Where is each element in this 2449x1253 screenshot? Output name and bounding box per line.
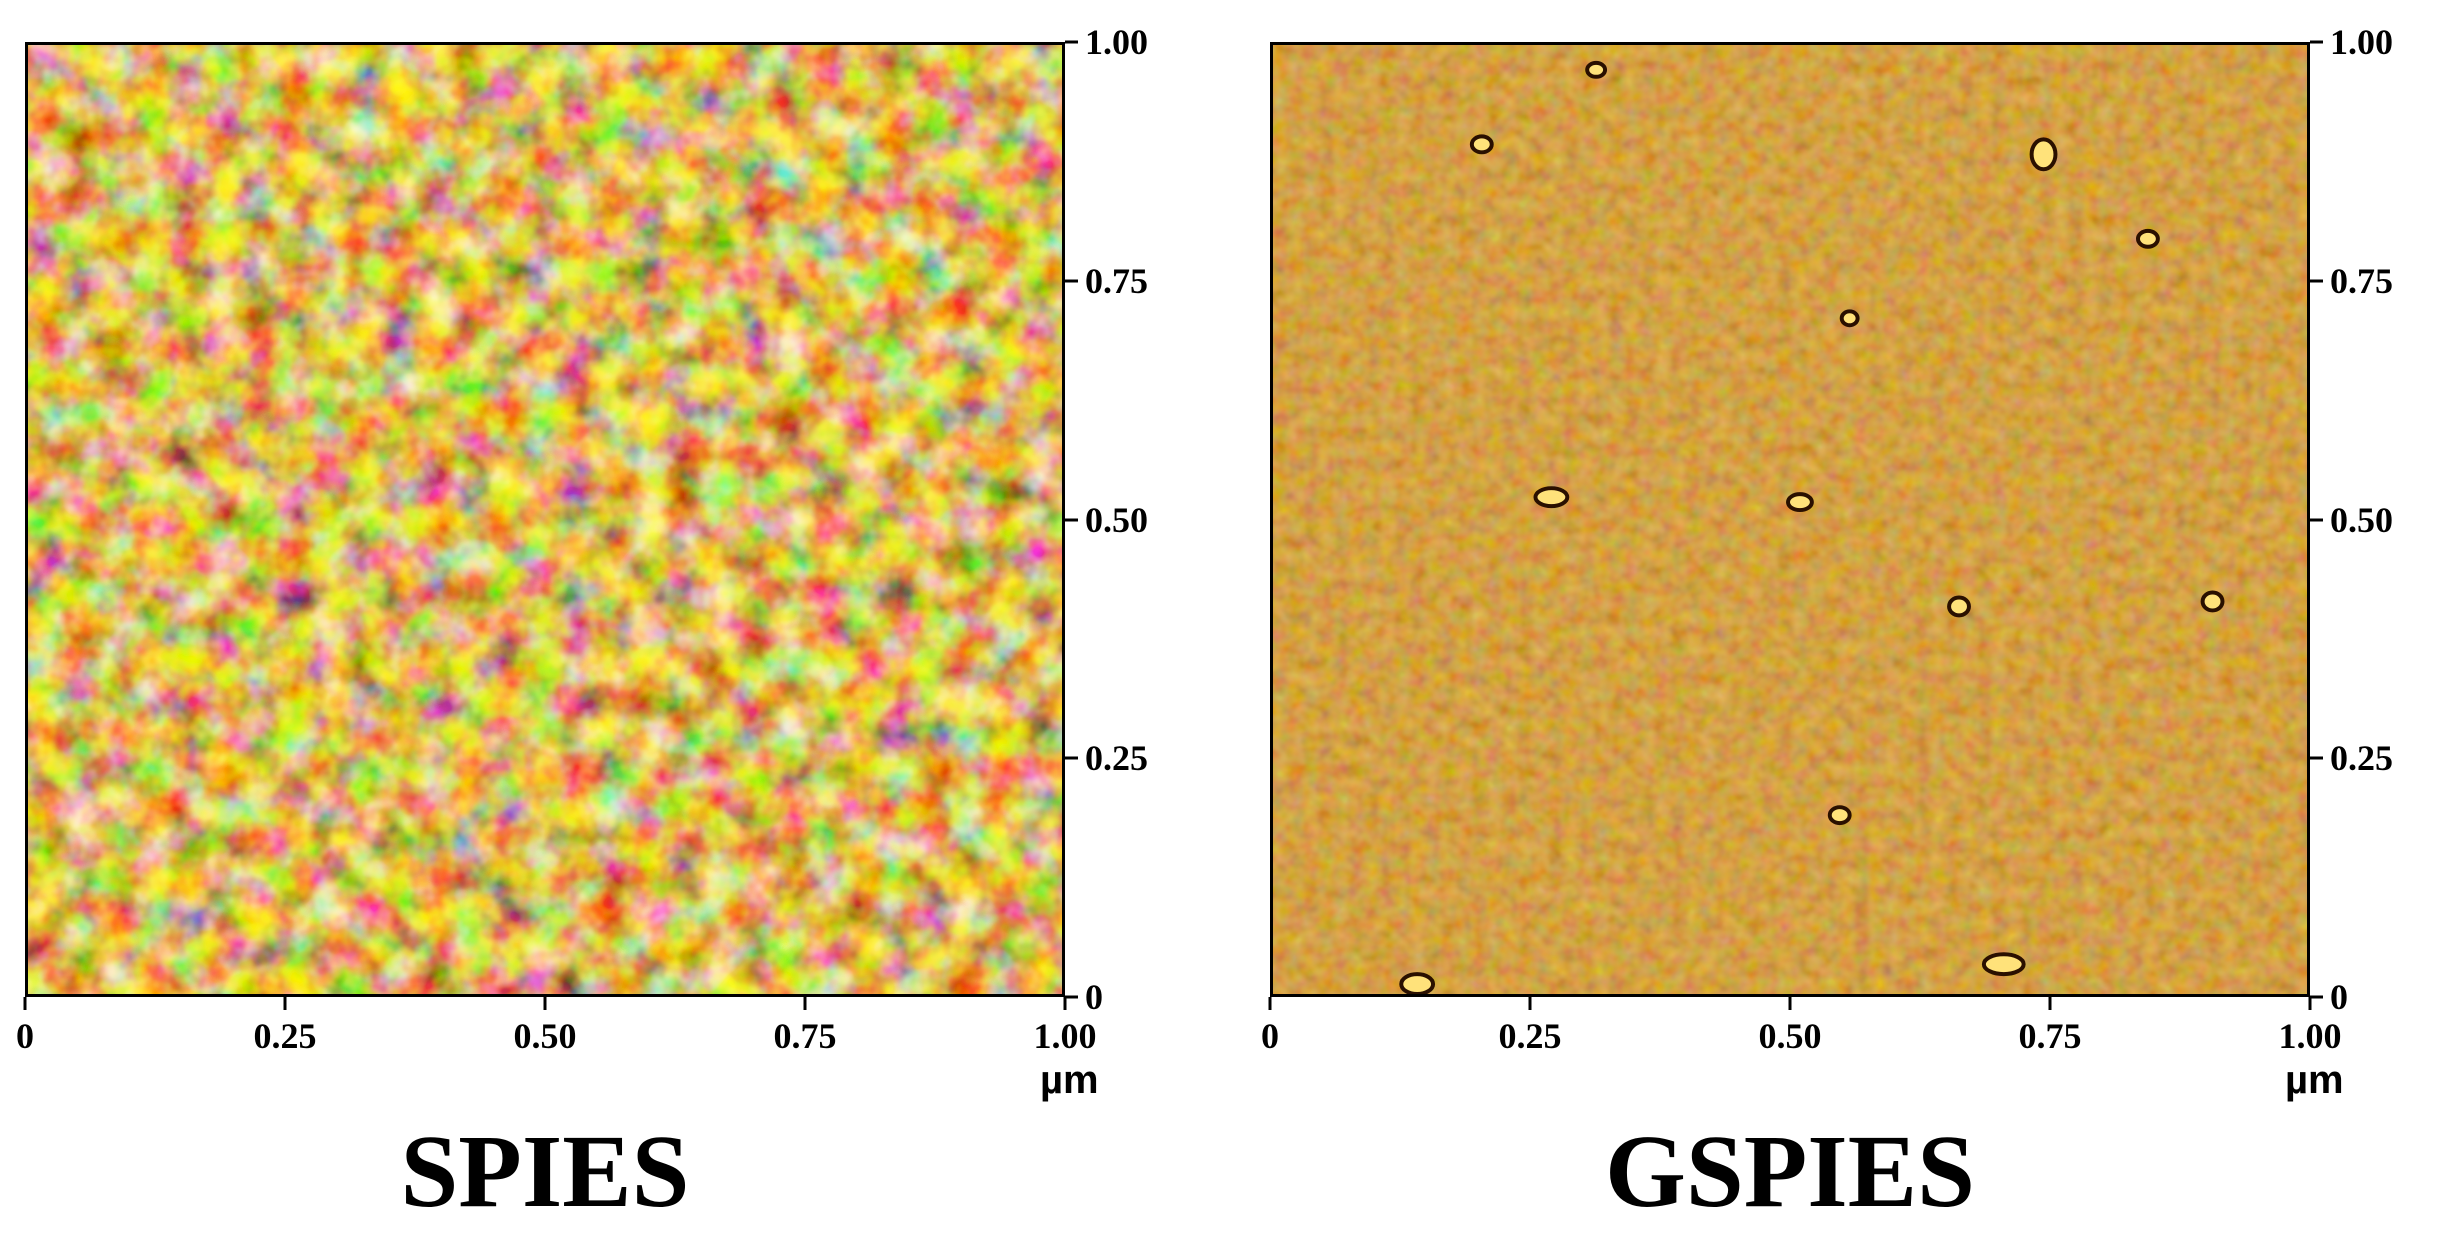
y-tick-label: 1.00 [1085, 22, 1148, 62]
axes-spies [23, 40, 1078, 1010]
y-tick-label: 0.50 [2330, 500, 2393, 540]
x-tick-label: 0 [16, 1016, 34, 1056]
x-tick-label: 0.25 [1498, 1016, 1562, 1056]
x-tick-label: 0.75 [2018, 1016, 2082, 1056]
y-tick-label: 0.50 [1085, 500, 1148, 540]
afm-texture-gspies [1273, 45, 2307, 994]
x-tick-label: 0.50 [513, 1016, 577, 1056]
y-tick-label: 0 [2330, 977, 2348, 1017]
y-tick-label: 0 [1085, 977, 1103, 1017]
x-tick-label: 1.00 [1033, 1016, 1097, 1056]
x-tick-label: 1.00 [2278, 1016, 2342, 1056]
axes-gspies [1268, 40, 2323, 1010]
afm-texture-spies [28, 45, 1062, 994]
y-tick-label: 0.25 [1085, 738, 1148, 778]
y-tick-label: 0.75 [1085, 261, 1148, 301]
afm-height-image-gspies [1270, 42, 2310, 997]
unit-label: µm [2285, 1058, 2344, 1102]
y-tick-label: 1.00 [2330, 22, 2393, 62]
panel-title: GSPIES [1605, 1114, 1975, 1229]
y-tick-label: 0.75 [2330, 261, 2393, 301]
x-tick-label: 0.50 [1758, 1016, 1822, 1056]
afm-panel-spies: 0 0.25 0.50 0.75 1.00 1.00 0.75 0.50 0.2… [0, 0, 1200, 1253]
afm-panel-gspies: 0 0.25 0.50 0.75 1.00 1.00 0.75 0.50 0.2… [1245, 0, 2445, 1253]
x-tick-label: 0 [1261, 1016, 1279, 1056]
unit-label: µm [1040, 1058, 1099, 1102]
panel-title: SPIES [400, 1114, 690, 1229]
y-tick-label: 0.25 [2330, 738, 2393, 778]
afm-height-image-spies [25, 42, 1065, 997]
x-tick-label: 0.75 [773, 1016, 837, 1056]
x-tick-label: 0.25 [253, 1016, 317, 1056]
